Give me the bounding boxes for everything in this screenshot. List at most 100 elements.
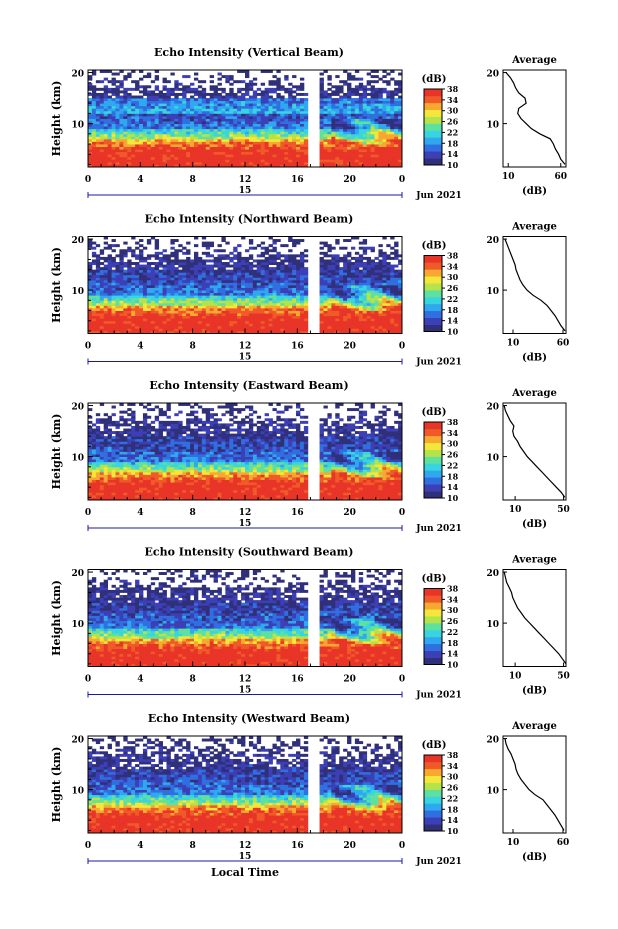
heatmap-cells	[88, 569, 403, 667]
y-axis-label: Height (km)	[50, 247, 63, 323]
colorbar-swatch	[424, 657, 442, 665]
colorbar-swatch	[424, 491, 442, 499]
panel-5: Echo Intensity (Westward Beam) 10 20 Height…	[50, 712, 569, 867]
colorbar-swatch	[424, 789, 442, 797]
x-tick-label: 0	[85, 675, 91, 685]
x-tick-label: 8	[190, 841, 196, 851]
colorbar-swatch	[424, 755, 442, 763]
y-tick-label: 10	[71, 787, 84, 797]
x-tick-label: 20	[343, 675, 356, 685]
colorbar-swatch	[424, 456, 442, 464]
colorbar-tick-label: 38	[447, 584, 459, 594]
colorbar-swatch	[424, 782, 442, 790]
colorbar-swatch	[424, 470, 442, 478]
x-tick-label: 0	[85, 841, 91, 851]
colorbar-swatch	[424, 276, 442, 284]
profile-y-tick-label: 10	[486, 454, 499, 464]
x-tick-label: 0	[85, 342, 91, 352]
month-label: Jun 2021	[415, 857, 462, 867]
colorbar-tick-label: 38	[447, 750, 459, 760]
profile-x-tick-label: 50	[557, 672, 570, 682]
colorbar-tick-label: 10	[447, 660, 459, 670]
panel-title: Echo Intensity (Southward Beam)	[145, 546, 354, 559]
colorbar-tick-label: 18	[447, 638, 459, 648]
colorbar-swatch	[424, 130, 442, 138]
colorbar-swatch	[424, 290, 442, 298]
colorbar-swatch	[424, 824, 442, 832]
profile-title: Average	[511, 721, 557, 732]
colorbar-swatch	[424, 317, 442, 325]
colorbar-swatch	[424, 650, 442, 658]
colorbar-swatch	[424, 602, 442, 610]
profile-title: Average	[511, 55, 557, 66]
x-tick-label: 16	[291, 508, 304, 518]
colorbar-swatch	[424, 151, 442, 159]
x-tick-label: 12	[239, 508, 252, 518]
colorbar-tick-label: 18	[447, 305, 459, 315]
profile-line	[503, 405, 566, 498]
colorbar-swatch	[424, 643, 442, 651]
panel-title: Echo Intensity (Westward Beam)	[148, 712, 350, 725]
x-tick-label: 4	[137, 175, 143, 185]
colorbar-swatch	[424, 428, 442, 437]
date-marker: 15	[239, 686, 252, 696]
x-tick-label: 0	[399, 342, 405, 352]
date-marker: 15	[239, 852, 252, 862]
panel-4: Echo Intensity (Southward Beam) 10 20 Heigh…	[50, 546, 570, 701]
colorbar-swatch	[424, 255, 442, 263]
colorbar-swatch	[424, 95, 442, 104]
colorbar-unit: (dB)	[422, 407, 447, 418]
colorbar-swatch	[424, 810, 442, 818]
heatmap-cells	[88, 736, 403, 834]
profile-x-tick-label: 60	[557, 339, 570, 349]
x-tick-label: 0	[399, 508, 405, 518]
colorbar-swatch	[424, 588, 442, 596]
colorbar-frame	[423, 421, 443, 499]
profile-x-label: (dB)	[522, 852, 547, 863]
colorbar-swatch	[424, 609, 442, 617]
profile-x-label: (dB)	[522, 186, 547, 197]
profile-line	[503, 571, 567, 665]
profile-x-tick-label: 60	[554, 172, 567, 182]
x-tick-label: 8	[190, 508, 196, 518]
profile-x-tick-label: 10	[502, 172, 515, 182]
colorbar-frame	[423, 88, 443, 166]
x-tick-label: 0	[399, 675, 405, 685]
panel-2: Echo Intensity (Northward Beam) 10 20 Heigh…	[50, 213, 569, 368]
colorbar-tick-label: 34	[447, 428, 459, 438]
colorbar-unit: (dB)	[422, 241, 447, 252]
profile-line	[504, 238, 566, 332]
colorbar-tick-label: 26	[447, 616, 459, 626]
x-tick-label: 16	[291, 175, 304, 185]
colorbar-tick-label: 18	[447, 471, 459, 481]
colorbar-tick-label: 22	[447, 627, 458, 637]
colorbar-swatch	[424, 449, 442, 457]
y-tick-label: 20	[71, 569, 84, 579]
profile-line	[504, 738, 565, 831]
y-tick-label: 20	[71, 736, 84, 746]
colorbar-tick-label: 22	[447, 793, 458, 803]
x-tick-label: 0	[399, 175, 405, 185]
y-axis-label: Height (km)	[50, 747, 63, 823]
x-tick-label: 20	[343, 841, 356, 851]
colorbar-swatch	[424, 109, 442, 117]
profile-y-tick-label: 10	[486, 787, 499, 797]
colorbar-tick-label: 30	[447, 106, 459, 116]
panel-title: Echo Intensity (Eastward Beam)	[149, 379, 348, 392]
colorbar-tick-label: 38	[447, 251, 459, 261]
colorbar-tick-label: 14	[447, 815, 459, 825]
x-tick-label: 16	[291, 841, 304, 851]
x-tick-label: 0	[399, 841, 405, 851]
x-tick-label: 8	[190, 342, 196, 352]
colorbar-swatch	[424, 303, 442, 312]
colorbar-swatch	[424, 89, 442, 97]
month-label: Jun 2021	[415, 191, 462, 201]
colorbar-swatch	[424, 310, 442, 318]
colorbar-swatch	[424, 269, 442, 277]
x-tick-label: 0	[85, 175, 91, 185]
x-tick-label: 12	[239, 342, 252, 352]
colorbar-swatch	[424, 803, 442, 811]
date-marker: 15	[239, 186, 252, 196]
x-tick-label: 0	[85, 508, 91, 518]
x-tick-label: 16	[291, 342, 304, 352]
